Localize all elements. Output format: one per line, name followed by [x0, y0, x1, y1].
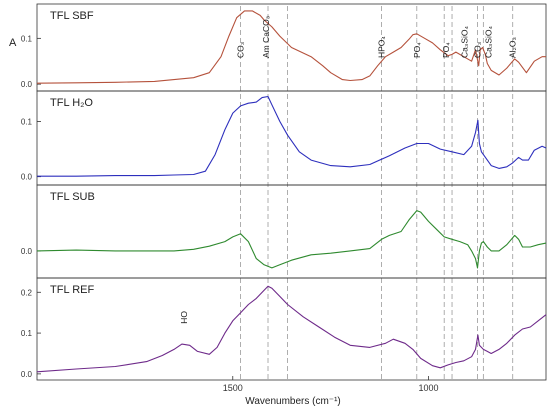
panel-frame: [36, 184, 547, 279]
y-tick-label: 0.1: [21, 117, 33, 126]
peak-annotation: CO₃: [472, 42, 482, 58]
spectrum-line: [37, 95, 547, 177]
peak-annotation: Ca₃SiO₄: [460, 26, 470, 58]
panel-2: 0.0 0.1 TFL H₂O: [21, 90, 547, 186]
panels: 0.0 0.1 TFL SBF CO₃ Am CaCO₃ HPO₄ PO₄ PO₄ Ca₃SiO…: [21, 3, 547, 381]
spectrum-line: [36, 285, 547, 373]
y-tick-label: 0.1: [21, 329, 33, 338]
y-axis-label: A: [9, 37, 17, 49]
panel-1: 0.0 0.1 TFL SBF CO₃ Am CaCO₃ HPO₄ PO₄ PO₄ Ca₃SiO…: [21, 3, 547, 92]
spectrum-line: [36, 10, 546, 84]
panel-title: TFL SUB: [50, 191, 95, 203]
x-tick-label: 1000: [419, 383, 439, 393]
panel-title: TFL H₂O: [50, 97, 93, 109]
x-tick-label: 1500: [223, 383, 243, 393]
peak-annotation: HPO₄: [377, 36, 387, 58]
y-tick-label: 0.2: [21, 288, 33, 297]
y-tick-label: 0.0: [21, 173, 33, 182]
band-annotation: OH: [179, 311, 189, 324]
panel-title: TFL SBF: [50, 10, 94, 22]
y-tick-label: 0.0: [21, 80, 33, 89]
peak-annotation: PO₄: [412, 42, 422, 58]
y-tick-label: 0.0: [21, 370, 33, 379]
peak-annotation: Al₂O₃: [508, 37, 518, 58]
peak-annotation: CO₃: [236, 42, 246, 58]
peak-annotation: Am CaCO₃: [261, 16, 271, 58]
panel-title: TFL REF: [50, 284, 94, 296]
panel-frame: [36, 277, 547, 381]
y-tick-label: 0.0: [21, 247, 33, 256]
x-axis-label: Wavenumbers (cm⁻¹): [245, 396, 340, 407]
reference-lines: [240, 6, 514, 380]
peak-annotation: Ca₃SiO₄: [483, 26, 493, 58]
y-tick-label: 0.1: [21, 34, 33, 43]
panel-4: 0.0 0.1 0.2 TFL REF: [21, 277, 547, 381]
panel-3: 0.0 TFL SUB: [21, 184, 547, 279]
peak-annotation: PO₄: [441, 42, 451, 58]
panel-frame: [36, 90, 547, 186]
spectrum-line: [36, 210, 547, 269]
x-axis: 1500 1000: [223, 376, 439, 393]
